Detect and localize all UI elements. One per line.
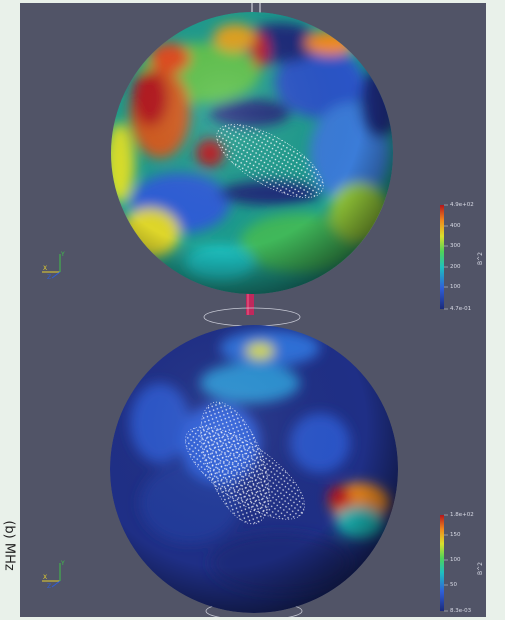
axis-y-label-top: Y [61,251,65,258]
colorbar-bottom-label: 150 [450,532,461,538]
colorbar-bottom-label: 50 [450,582,457,588]
render-viewport[interactable]: 4.9e+02 400 300 200 100 4.7e-01 B^2 1.8e… [20,3,486,617]
axis-z-label-top: Z [47,274,52,281]
colorbar-bottom-bar [440,515,444,611]
colorbar-top-label: 100 [450,284,461,290]
colorbar-top-label-min: 4.7e-01 [450,306,472,312]
colorbar-top-label: 300 [450,243,461,249]
axis-x-label-bottom: X [43,574,48,581]
colorbar-bottom-label-max: 1.8e+02 [450,512,474,518]
axis-x-label-top: X [43,265,48,272]
colorbar-top-label: 200 [450,264,461,270]
axes-triad-top [42,254,61,279]
scene-canvas [42,3,448,617]
axis-y-label-bottom: Y [61,560,65,567]
colorbar-bottom-label-min: 8.3e-03 [450,608,472,614]
colorbar-top-label-max: 4.9e+02 [450,202,474,208]
axes-triad-bottom [42,563,61,588]
colorbar-bottom-label: 100 [450,557,461,563]
top-sphere [111,12,393,294]
bottom-sphere [110,325,398,613]
colorbar-bottom-title: B^2 [477,562,484,575]
page-side-label: (b) MHz [1,519,17,571]
colorbar-top-bar [440,205,444,309]
colorbar-top-title: B^2 [477,252,484,265]
axis-z-label-bottom: Z [47,583,52,590]
colorbar-top-label: 400 [450,223,461,229]
